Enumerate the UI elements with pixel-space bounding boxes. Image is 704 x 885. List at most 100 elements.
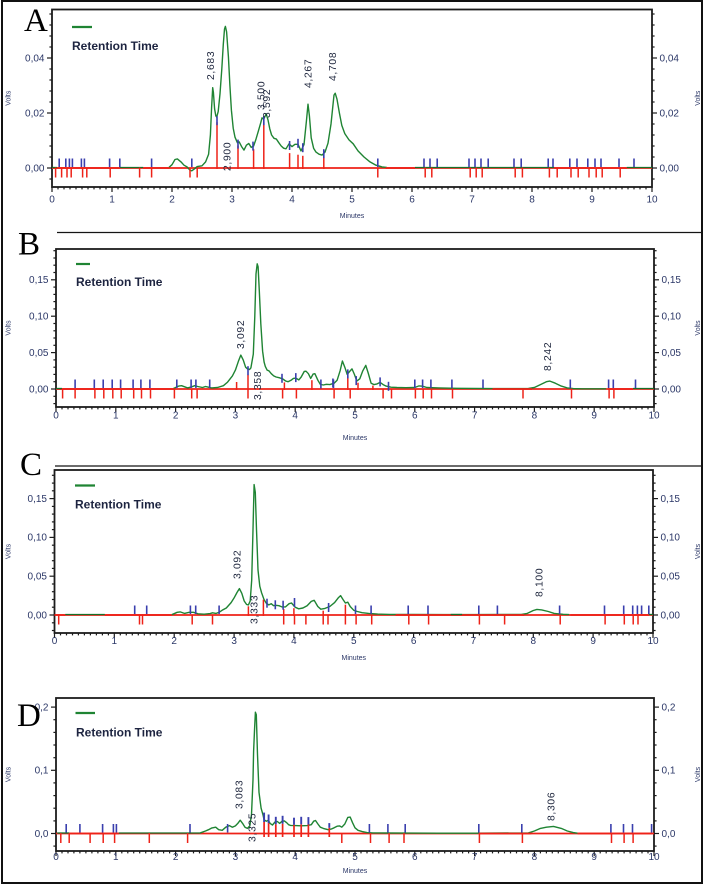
svg-text:2: 2 <box>169 195 175 206</box>
svg-text:0,15: 0,15 <box>661 494 681 505</box>
svg-text:0,15: 0,15 <box>662 275 682 286</box>
svg-text:2,900: 2,900 <box>222 142 233 171</box>
svg-text:0,05: 0,05 <box>28 572 48 583</box>
svg-text:7: 7 <box>469 195 475 206</box>
svg-text:0,1: 0,1 <box>35 766 49 777</box>
svg-text:9: 9 <box>589 195 595 206</box>
svg-text:0,15: 0,15 <box>29 275 49 286</box>
svg-text:0,00: 0,00 <box>28 610 48 621</box>
svg-text:0,04: 0,04 <box>25 53 45 64</box>
svg-text:4: 4 <box>291 636 297 647</box>
svg-text:0,10: 0,10 <box>662 312 682 323</box>
svg-text:3,592: 3,592 <box>262 89 273 118</box>
svg-text:Minutes: Minutes <box>342 655 367 662</box>
svg-text:3,325: 3,325 <box>247 813 258 842</box>
svg-text:Volts: Volts <box>6 320 13 336</box>
svg-text:0: 0 <box>52 636 58 647</box>
svg-text:8: 8 <box>529 195 535 206</box>
svg-text:0: 0 <box>53 852 59 863</box>
svg-text:2,683: 2,683 <box>206 51 217 80</box>
svg-text:0,0: 0,0 <box>35 829 49 840</box>
svg-text:8,100: 8,100 <box>534 568 545 597</box>
svg-text:0,00: 0,00 <box>660 163 680 174</box>
svg-text:A: A <box>24 3 48 39</box>
svg-text:0,2: 0,2 <box>662 702 676 713</box>
svg-text:3,083: 3,083 <box>234 780 245 809</box>
svg-text:6: 6 <box>411 636 417 647</box>
svg-text:Retention Time: Retention Time <box>75 498 162 512</box>
svg-text:0,00: 0,00 <box>25 163 45 174</box>
svg-text:Volts: Volts <box>695 90 702 106</box>
svg-text:3: 3 <box>231 636 237 647</box>
svg-text:0: 0 <box>53 411 59 422</box>
svg-text:7: 7 <box>472 852 478 863</box>
svg-text:3: 3 <box>229 195 235 206</box>
svg-text:4: 4 <box>292 411 298 422</box>
svg-text:3,500: 3,500 <box>256 81 267 110</box>
svg-text:2: 2 <box>173 411 179 422</box>
svg-text:1: 1 <box>113 411 119 422</box>
svg-text:3,092: 3,092 <box>236 320 247 349</box>
svg-text:0,15: 0,15 <box>28 494 48 505</box>
svg-text:6: 6 <box>409 195 415 206</box>
svg-text:C: C <box>20 447 42 483</box>
svg-text:9: 9 <box>591 852 597 863</box>
svg-text:7: 7 <box>471 636 477 647</box>
svg-text:5: 5 <box>349 195 355 206</box>
svg-text:5: 5 <box>352 411 358 422</box>
svg-text:10: 10 <box>648 411 660 422</box>
svg-text:6: 6 <box>412 852 418 863</box>
svg-text:6: 6 <box>412 411 418 422</box>
svg-text:0,05: 0,05 <box>29 348 49 359</box>
svg-text:Volts: Volts <box>6 766 13 782</box>
svg-text:0,1: 0,1 <box>662 766 676 777</box>
svg-text:Minutes: Minutes <box>343 435 368 442</box>
svg-text:4: 4 <box>292 852 298 863</box>
svg-text:2: 2 <box>173 852 179 863</box>
svg-text:Minutes: Minutes <box>343 868 368 875</box>
svg-text:Volts: Volts <box>695 320 702 336</box>
svg-text:4: 4 <box>289 195 295 206</box>
svg-text:Minutes: Minutes <box>340 213 365 220</box>
svg-text:5: 5 <box>351 636 357 647</box>
svg-text:0,00: 0,00 <box>661 610 681 621</box>
svg-text:0,10: 0,10 <box>29 312 49 323</box>
svg-text:1: 1 <box>113 852 119 863</box>
svg-text:0,02: 0,02 <box>660 108 680 119</box>
svg-text:3: 3 <box>233 411 239 422</box>
svg-text:D: D <box>17 698 41 734</box>
svg-text:0,2: 0,2 <box>35 702 49 713</box>
svg-text:7: 7 <box>472 411 478 422</box>
svg-text:8: 8 <box>532 411 538 422</box>
svg-text:8,242: 8,242 <box>543 342 554 371</box>
svg-text:9: 9 <box>591 411 597 422</box>
svg-text:10: 10 <box>647 636 659 647</box>
svg-text:0,0: 0,0 <box>662 829 676 840</box>
svg-text:1: 1 <box>109 195 115 206</box>
svg-text:8,306: 8,306 <box>546 792 557 821</box>
svg-text:10: 10 <box>648 852 660 863</box>
svg-text:Volts: Volts <box>6 90 13 106</box>
svg-text:1: 1 <box>112 636 118 647</box>
svg-text:10: 10 <box>646 195 658 206</box>
svg-text:2: 2 <box>171 636 177 647</box>
svg-text:0,05: 0,05 <box>662 348 682 359</box>
svg-text:3,092: 3,092 <box>232 550 243 579</box>
svg-text:4,267: 4,267 <box>303 59 314 88</box>
svg-text:4,708: 4,708 <box>328 52 339 81</box>
svg-text:9: 9 <box>590 636 596 647</box>
svg-text:Retention Time: Retention Time <box>76 275 163 289</box>
svg-text:5: 5 <box>352 852 358 863</box>
svg-text:B: B <box>18 227 40 263</box>
svg-text:3,358: 3,358 <box>253 371 264 400</box>
svg-text:0,00: 0,00 <box>29 384 49 395</box>
svg-text:8: 8 <box>531 636 537 647</box>
svg-text:Retention Time: Retention Time <box>72 39 159 53</box>
svg-text:Volts: Volts <box>695 766 702 782</box>
svg-text:0,02: 0,02 <box>25 108 45 119</box>
svg-text:3: 3 <box>233 852 239 863</box>
svg-text:Volts: Volts <box>6 543 13 559</box>
svg-text:Volts: Volts <box>695 543 702 559</box>
svg-text:0,10: 0,10 <box>661 533 681 544</box>
svg-text:0,04: 0,04 <box>660 53 680 64</box>
